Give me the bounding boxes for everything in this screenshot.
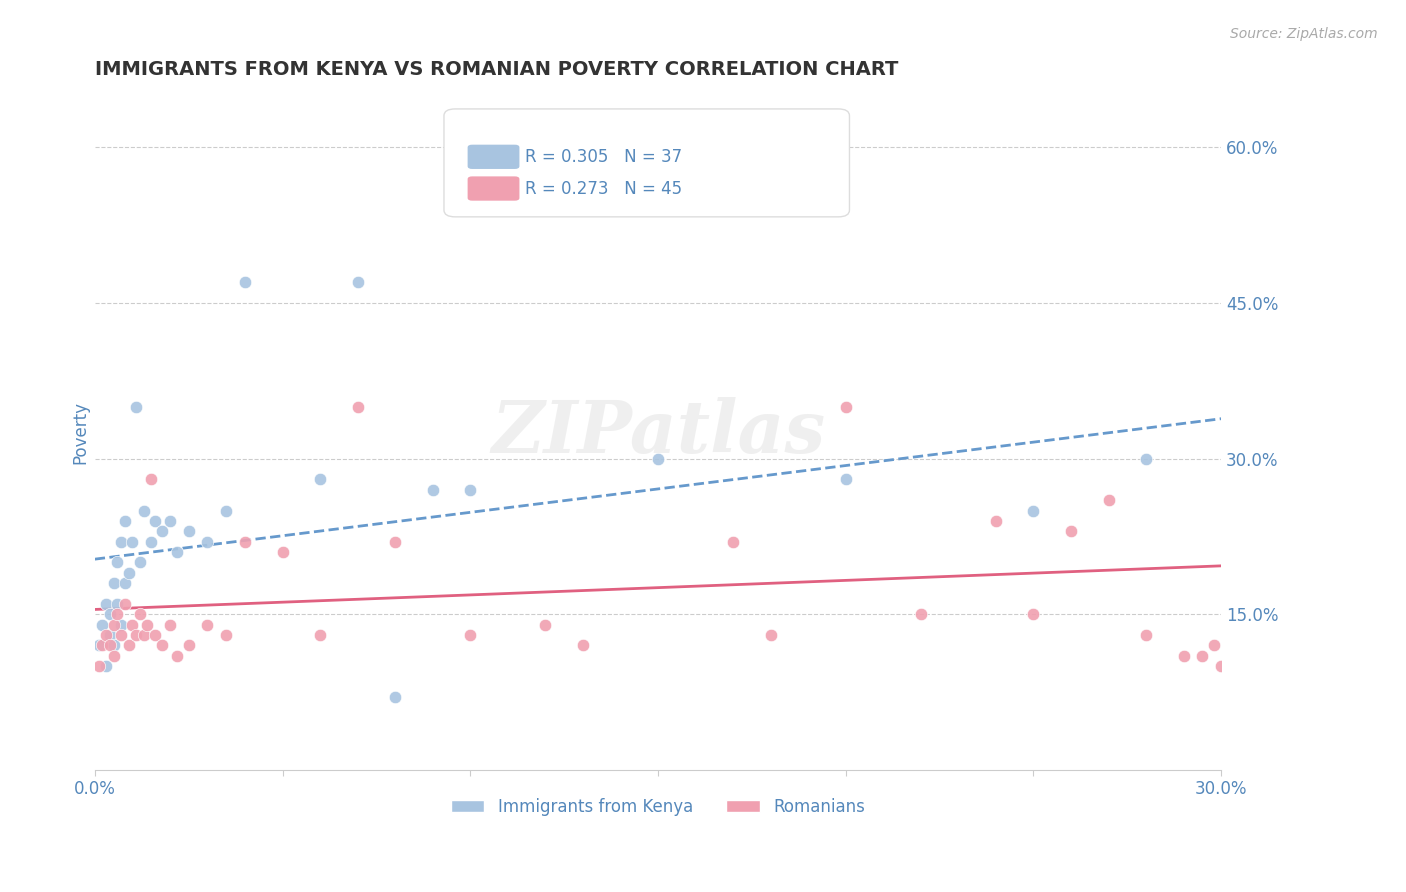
Point bbox=[166, 545, 188, 559]
Point bbox=[143, 514, 166, 528]
Point bbox=[1191, 648, 1213, 663]
Point bbox=[143, 628, 166, 642]
Point bbox=[128, 556, 150, 570]
Point bbox=[197, 534, 219, 549]
Point bbox=[422, 483, 444, 497]
Point bbox=[139, 534, 162, 549]
Point bbox=[91, 639, 114, 653]
Point bbox=[1060, 524, 1083, 539]
Text: IMMIGRANTS FROM KENYA VS ROMANIAN POVERTY CORRELATION CHART: IMMIGRANTS FROM KENYA VS ROMANIAN POVERT… bbox=[94, 60, 898, 78]
Point bbox=[114, 576, 136, 591]
Point bbox=[1135, 628, 1157, 642]
FancyBboxPatch shape bbox=[444, 109, 849, 217]
Point bbox=[103, 576, 125, 591]
Point bbox=[910, 607, 932, 622]
Point bbox=[166, 648, 188, 663]
Point bbox=[384, 690, 406, 705]
Point bbox=[103, 617, 125, 632]
Point bbox=[159, 617, 181, 632]
Point bbox=[139, 472, 162, 486]
FancyBboxPatch shape bbox=[468, 177, 519, 201]
Point bbox=[103, 648, 125, 663]
Point bbox=[87, 659, 110, 673]
Point bbox=[91, 617, 114, 632]
Point bbox=[1135, 451, 1157, 466]
Point bbox=[98, 607, 121, 622]
Point bbox=[1022, 503, 1045, 517]
Point bbox=[98, 628, 121, 642]
Text: R = 0.273   N = 45: R = 0.273 N = 45 bbox=[524, 179, 682, 197]
Point bbox=[94, 597, 117, 611]
Point bbox=[114, 597, 136, 611]
Point bbox=[103, 639, 125, 653]
Point bbox=[150, 639, 173, 653]
Point bbox=[121, 617, 143, 632]
Point bbox=[834, 400, 856, 414]
Point bbox=[458, 483, 481, 497]
Legend: Immigrants from Kenya, Romanians: Immigrants from Kenya, Romanians bbox=[444, 791, 872, 822]
Point bbox=[233, 275, 256, 289]
Point bbox=[309, 628, 332, 642]
Point bbox=[834, 472, 856, 486]
Point bbox=[98, 639, 121, 653]
Point bbox=[572, 639, 595, 653]
Point bbox=[177, 639, 200, 653]
Point bbox=[984, 514, 1007, 528]
Point bbox=[110, 534, 132, 549]
Point bbox=[117, 639, 139, 653]
Point bbox=[94, 628, 117, 642]
Point bbox=[94, 659, 117, 673]
Point bbox=[1202, 639, 1225, 653]
Point bbox=[309, 472, 332, 486]
Point bbox=[159, 514, 181, 528]
Point bbox=[110, 617, 132, 632]
Point bbox=[87, 639, 110, 653]
Point bbox=[346, 400, 368, 414]
Point bbox=[647, 130, 669, 145]
Point bbox=[233, 534, 256, 549]
Y-axis label: Poverty: Poverty bbox=[72, 401, 89, 464]
Point bbox=[114, 514, 136, 528]
Point bbox=[110, 628, 132, 642]
Point bbox=[346, 275, 368, 289]
Point bbox=[384, 534, 406, 549]
FancyBboxPatch shape bbox=[468, 145, 519, 169]
Text: Source: ZipAtlas.com: Source: ZipAtlas.com bbox=[1230, 27, 1378, 41]
Point bbox=[215, 628, 238, 642]
Point bbox=[721, 534, 744, 549]
Point bbox=[136, 617, 159, 632]
Point bbox=[271, 545, 294, 559]
Point bbox=[534, 617, 557, 632]
Point bbox=[197, 617, 219, 632]
Point bbox=[105, 607, 128, 622]
Point bbox=[150, 524, 173, 539]
Point bbox=[458, 628, 481, 642]
Point bbox=[105, 556, 128, 570]
Point bbox=[1022, 607, 1045, 622]
Point bbox=[177, 524, 200, 539]
Point bbox=[125, 400, 148, 414]
Point bbox=[125, 628, 148, 642]
Point bbox=[121, 534, 143, 549]
Point bbox=[647, 451, 669, 466]
Point bbox=[132, 628, 155, 642]
Point bbox=[128, 607, 150, 622]
Point bbox=[132, 503, 155, 517]
Point bbox=[215, 503, 238, 517]
Point bbox=[105, 597, 128, 611]
Point bbox=[759, 628, 782, 642]
Point bbox=[1211, 659, 1233, 673]
Point bbox=[1097, 493, 1119, 508]
Point bbox=[117, 566, 139, 580]
Point bbox=[1173, 648, 1195, 663]
Text: R = 0.305   N = 37: R = 0.305 N = 37 bbox=[524, 148, 682, 166]
Text: ZIPatlas: ZIPatlas bbox=[491, 397, 825, 468]
